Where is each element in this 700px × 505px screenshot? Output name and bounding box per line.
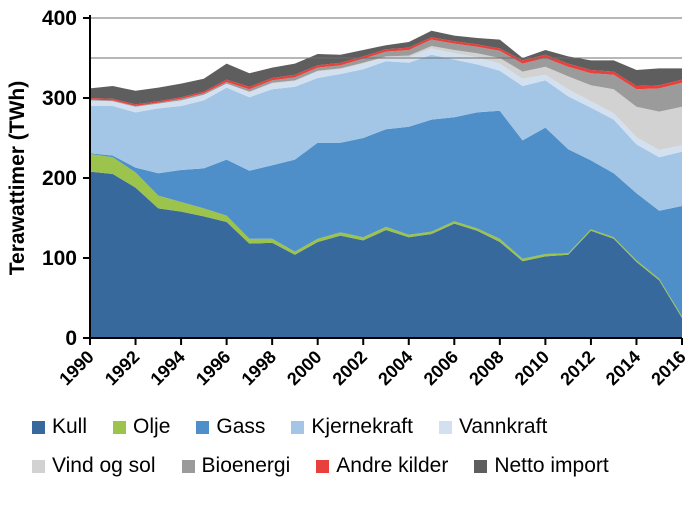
y-tick-label: 200 bbox=[42, 167, 77, 190]
y-tick-label: 100 bbox=[42, 247, 77, 270]
area-netto-import bbox=[90, 30, 682, 105]
x-tick-label: 1996 bbox=[192, 347, 234, 389]
legend-swatch-andre-kilder bbox=[316, 459, 330, 473]
legend-item-gass: Gass bbox=[196, 415, 265, 439]
legend-item-vind-og-sol: Vind og sol bbox=[32, 454, 156, 478]
x-tick-label: 2004 bbox=[374, 347, 416, 389]
x-tick-label: 2012 bbox=[556, 347, 598, 389]
legend-swatch-vannkraft bbox=[438, 420, 452, 434]
chart-legend: Kull Olje Gass Kjernekraft Vannkraft Vind og … bbox=[0, 407, 700, 478]
legend-item-vannkraft: Vannkraft bbox=[438, 415, 548, 439]
x-tick-label: 2014 bbox=[602, 347, 644, 389]
area-kjernekraft bbox=[90, 54, 682, 211]
x-tick-label: 1998 bbox=[238, 347, 280, 389]
legend-item-bioenergi: Bioenergi bbox=[181, 454, 291, 478]
x-tick-label: 2002 bbox=[329, 347, 371, 389]
area-kull bbox=[90, 171, 682, 338]
legend-item-kjernekraft: Kjernekraft bbox=[291, 415, 413, 439]
x-tick-label: 2016 bbox=[647, 347, 689, 389]
legend-row-1: Kull Olje Gass Kjernekraft Vannkraft bbox=[32, 415, 700, 439]
legend-item-andre-kilder: Andre kilder bbox=[316, 454, 448, 478]
legend-swatch-gass bbox=[196, 420, 210, 434]
y-tick-label: 0 bbox=[65, 327, 77, 350]
x-tick-label: 1990 bbox=[55, 347, 97, 389]
legend-label-kjernekraft: Kjernekraft bbox=[311, 415, 413, 438]
area-bioenergi bbox=[90, 39, 682, 112]
legend-swatch-olje bbox=[113, 420, 127, 434]
x-tick-label: 2008 bbox=[465, 347, 507, 389]
legend-swatch-netto-import bbox=[474, 459, 488, 473]
x-tick-label: 2006 bbox=[420, 347, 462, 389]
x-tick-label: 2000 bbox=[283, 347, 325, 389]
legend-label-gass: Gass bbox=[216, 415, 266, 438]
legend-label-vannkraft: Vannkraft bbox=[458, 415, 548, 438]
legend-swatch-bioenergi bbox=[181, 459, 195, 473]
legend-label-olje: Olje bbox=[133, 415, 171, 438]
legend-label-andre-kilder: Andre kilder bbox=[336, 454, 449, 477]
legend-label-netto-import: Netto import bbox=[494, 454, 609, 477]
area-andre-kilder bbox=[90, 37, 682, 107]
x-tick-label: 2010 bbox=[511, 347, 553, 389]
legend-swatch-kjernekraft bbox=[291, 420, 305, 434]
legend-label-kull: Kull bbox=[52, 415, 88, 438]
y-tick-label: 400 bbox=[42, 7, 77, 30]
legend-row-2: Vind og sol Bioenergi Andre kilder Netto im… bbox=[32, 454, 700, 478]
legend-swatch-vind-og-sol bbox=[32, 459, 45, 473]
y-axis-title: Terawattimer (TWh) bbox=[6, 81, 29, 275]
x-tick-label: 1994 bbox=[146, 347, 188, 389]
legend-label-bioenergi: Bioenergi bbox=[201, 454, 291, 477]
legend-label-vind-og-sol: Vind og sol bbox=[52, 454, 156, 477]
area-vind-og-sol bbox=[90, 46, 682, 150]
legend-swatch-kull bbox=[32, 420, 45, 434]
legend-item-kull: Kull bbox=[32, 415, 87, 439]
area-gass bbox=[90, 110, 682, 317]
legend-item-netto-import: Netto import bbox=[474, 454, 609, 478]
legend-item-olje: Olje bbox=[113, 415, 170, 439]
y-tick-label: 300 bbox=[42, 87, 77, 110]
x-tick-label: 1992 bbox=[101, 347, 143, 389]
